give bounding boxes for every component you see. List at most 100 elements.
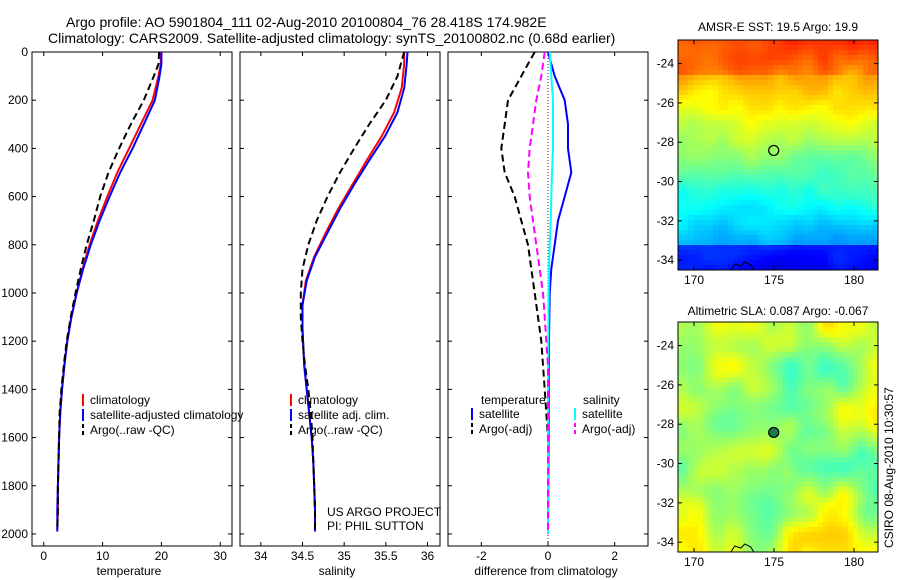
map-cell bbox=[808, 362, 814, 368]
map-cell bbox=[798, 60, 804, 66]
map-cell bbox=[698, 230, 704, 236]
coastline bbox=[730, 543, 755, 552]
map-cell bbox=[873, 502, 878, 508]
map-cell bbox=[728, 210, 734, 216]
map-cell bbox=[813, 235, 819, 241]
map-cell bbox=[718, 130, 724, 136]
map-cell bbox=[743, 322, 749, 328]
map-cell bbox=[868, 100, 874, 106]
map-cell bbox=[733, 215, 739, 221]
map-cell bbox=[718, 537, 724, 543]
map-cell bbox=[718, 245, 724, 251]
map-cell bbox=[803, 467, 809, 473]
map-cell bbox=[808, 55, 814, 61]
map-cell bbox=[783, 437, 789, 443]
map-cell bbox=[688, 392, 694, 398]
map-cell bbox=[873, 492, 878, 498]
map-cell bbox=[803, 342, 809, 348]
map-cell bbox=[703, 322, 709, 328]
map-cell bbox=[803, 240, 809, 246]
map-cell bbox=[838, 45, 844, 51]
map-cell bbox=[868, 180, 874, 186]
map-cell bbox=[763, 332, 769, 338]
map-cell bbox=[803, 65, 809, 71]
map-cell bbox=[703, 352, 709, 358]
map-cell bbox=[743, 135, 749, 141]
map-cell bbox=[823, 367, 829, 373]
map-cell bbox=[848, 417, 854, 423]
map-cell bbox=[773, 387, 779, 393]
map-cell bbox=[803, 377, 809, 383]
map-cell bbox=[803, 145, 809, 151]
y-tick-label: 1200 bbox=[1, 334, 28, 348]
map-cell bbox=[873, 447, 878, 453]
map-cell bbox=[833, 452, 839, 458]
map-cell bbox=[708, 135, 714, 141]
map-cell bbox=[843, 452, 849, 458]
map-cell bbox=[753, 322, 759, 328]
map-cell bbox=[868, 265, 874, 270]
map-cell bbox=[863, 105, 869, 111]
map-cell bbox=[743, 55, 749, 61]
map-cell bbox=[728, 462, 734, 468]
map-cell bbox=[758, 362, 764, 368]
map-cell bbox=[718, 532, 724, 538]
map-cell bbox=[683, 70, 689, 76]
map-cell bbox=[808, 210, 814, 216]
map-cell bbox=[763, 95, 769, 101]
map-cell bbox=[708, 382, 714, 388]
map-cell bbox=[698, 482, 704, 488]
map-cell bbox=[698, 457, 704, 463]
map-cell bbox=[748, 170, 754, 176]
map-cell bbox=[828, 205, 834, 211]
map-cell bbox=[808, 160, 814, 166]
map-cell bbox=[863, 215, 869, 221]
x-tick-label: 20 bbox=[155, 549, 169, 563]
map-cell bbox=[828, 50, 834, 56]
map-cell bbox=[828, 527, 834, 533]
map-cell bbox=[823, 95, 829, 101]
map-cell bbox=[763, 387, 769, 393]
map-cell bbox=[843, 337, 849, 343]
map-cell bbox=[733, 542, 739, 548]
map-cell bbox=[843, 215, 849, 221]
map-cell bbox=[753, 260, 759, 266]
map-cell bbox=[693, 537, 699, 543]
map-cell bbox=[833, 90, 839, 96]
map-cell bbox=[728, 95, 734, 101]
map-cell bbox=[808, 95, 814, 101]
map-cell bbox=[723, 407, 729, 413]
map-cell bbox=[828, 200, 834, 206]
map-cell bbox=[733, 80, 739, 86]
map-cell bbox=[713, 447, 719, 453]
map-cell bbox=[838, 255, 844, 261]
map-cell bbox=[688, 85, 694, 91]
map-cell bbox=[718, 105, 724, 111]
map-cell bbox=[693, 462, 699, 468]
map-cell bbox=[733, 225, 739, 231]
map-cell bbox=[828, 447, 834, 453]
map-cell bbox=[853, 85, 859, 91]
map-cell bbox=[693, 195, 699, 201]
map-cell bbox=[738, 165, 744, 171]
map-cell bbox=[793, 547, 799, 552]
map-cell bbox=[763, 457, 769, 463]
map-cell bbox=[853, 210, 859, 216]
map-cell bbox=[828, 70, 834, 76]
map-cell bbox=[798, 255, 804, 261]
map-cell bbox=[753, 45, 759, 51]
map-cell bbox=[773, 185, 779, 191]
map-cell bbox=[773, 60, 779, 66]
map-cell bbox=[843, 532, 849, 538]
map-cell bbox=[808, 472, 814, 478]
map-cell bbox=[863, 225, 869, 231]
map-cell bbox=[753, 100, 759, 106]
map-cell bbox=[833, 472, 839, 478]
map-cell bbox=[678, 452, 684, 458]
map-cell bbox=[833, 130, 839, 136]
map-cell bbox=[863, 190, 869, 196]
map-cell bbox=[813, 527, 819, 533]
map-cell bbox=[798, 512, 804, 518]
map-cell bbox=[688, 115, 694, 121]
map-cell bbox=[808, 90, 814, 96]
